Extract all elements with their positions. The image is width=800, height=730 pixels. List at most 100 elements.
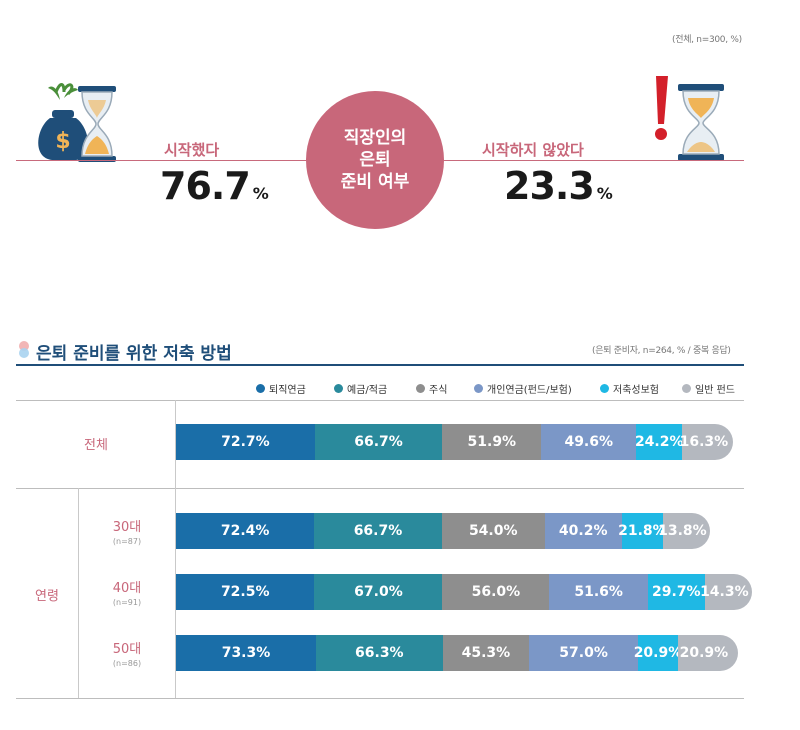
- not-started-number: 23.3: [504, 164, 595, 208]
- legend-dot: [256, 384, 265, 393]
- center-circle: 직장인의 은퇴 준비 여부: [306, 91, 444, 229]
- bar-50s-retirement-pension: 73.3%: [176, 635, 316, 671]
- bar-40s-retirement-pension: 72.5%: [176, 574, 315, 610]
- bar-value-label: 72.4%: [220, 523, 270, 539]
- legend-dot: [474, 384, 483, 393]
- row-label-50s: 50대 (n=86): [80, 638, 174, 668]
- bar-value-label: 72.7%: [221, 434, 270, 450]
- started-number: 76.7: [160, 164, 251, 208]
- started-label: 시작했다: [164, 141, 220, 159]
- row-label-total: 전체: [84, 438, 108, 453]
- bar-value-label: 54.0%: [468, 523, 518, 539]
- legend-deposit: 예금/적금: [334, 381, 387, 396]
- table-top-line: [16, 400, 744, 401]
- bar-value-label: 51.6%: [574, 584, 623, 600]
- row-label-50s-text: 50대: [112, 642, 142, 657]
- right-divider: [444, 160, 744, 161]
- table-mid-line: [16, 488, 744, 489]
- row-label-40s-n: (n=91): [112, 598, 142, 607]
- bar-40s-deposit: 67.0%: [314, 574, 443, 610]
- bar-end-cap: [730, 574, 752, 610]
- bar-total-deposit: 66.7%: [314, 424, 443, 460]
- row-label-40s: 40대 (n=91): [80, 577, 174, 607]
- bar-40s-stock: 56.0%: [442, 574, 550, 610]
- bar-value-label: 67.0%: [354, 584, 403, 600]
- bar-total-retirement-pension: 72.7%: [176, 424, 315, 460]
- bar-value-label: 20.9%: [679, 645, 729, 661]
- legend-label: 저축성보험: [613, 385, 659, 396]
- legend-retirement-pension: 퇴직연금: [256, 381, 306, 396]
- section-bullet-icon: [19, 341, 29, 358]
- bar-50s-savings-insurance: 20.9%: [634, 635, 682, 671]
- row-label-40s-text: 40대: [112, 581, 142, 596]
- legend-label: 개인연금(펀드/보험): [487, 385, 572, 396]
- bar-total-stock: 51.9%: [442, 424, 542, 460]
- legend-stock: 주식: [416, 381, 447, 396]
- legend-label: 퇴직연금: [269, 385, 306, 396]
- bar-30s-personal-pension: 40.2%: [544, 513, 622, 549]
- legend-dot: [334, 384, 343, 393]
- bar-value-label: 45.3%: [461, 645, 511, 661]
- bar-value-label: 66.3%: [355, 645, 404, 661]
- table-axis-line: [175, 400, 176, 698]
- money-bag-hourglass-icon: $: [38, 83, 116, 162]
- bar-40s-personal-pension: 51.6%: [549, 574, 648, 610]
- bar-30s-retirement-pension: 72.4%: [176, 513, 315, 549]
- center-line-2: 은퇴: [359, 150, 391, 170]
- started-value: 76.7%: [160, 164, 269, 208]
- bar-50s-general-fund: 20.9%: [677, 635, 728, 671]
- bar-value-label: 24.2%: [634, 434, 684, 450]
- table-bottom-line: [16, 698, 744, 699]
- bar-end-cap: [711, 424, 734, 460]
- bar-end-cap: [715, 635, 738, 671]
- bar-value-label: 21.8%: [618, 523, 667, 539]
- row-label-30s-n: (n=87): [112, 537, 142, 546]
- started-unit: %: [252, 184, 269, 203]
- legend-dot: [600, 384, 609, 393]
- legend-label: 일반 펀드: [695, 385, 735, 396]
- bar-40s-savings-insurance: 29.7%: [647, 574, 705, 610]
- bar-total-savings-insurance: 24.2%: [634, 424, 684, 460]
- bar-end-cap: [687, 513, 710, 549]
- legend-label: 주식: [429, 385, 448, 396]
- bar-value-label: 14.3%: [700, 584, 749, 600]
- bar-30s-savings-insurance: 21.8%: [618, 513, 667, 549]
- top-note: (전체, n=300, %): [672, 35, 742, 45]
- bar-50s-stock: 45.3%: [442, 635, 530, 671]
- bar-value-label: 66.7%: [354, 434, 403, 450]
- legend-general-fund: 일반 펀드: [682, 381, 735, 396]
- age-group-divider: [78, 488, 79, 698]
- bar-value-label: 20.9%: [633, 645, 683, 661]
- legend-dot: [416, 384, 425, 393]
- bar-value-label: 49.6%: [564, 434, 614, 450]
- row-label-30s-text: 30대: [112, 520, 142, 535]
- bar-50s-deposit: 66.3%: [316, 635, 443, 671]
- bar-value-label: 16.3%: [679, 434, 729, 450]
- exclamation-hourglass-icon: [655, 76, 724, 161]
- legend-dot: [682, 384, 691, 393]
- legend-personal-pension: 개인연금(펀드/보험): [474, 381, 572, 396]
- legend-savings-insurance: 저축성보험: [600, 381, 659, 396]
- bar-value-label: 66.7%: [353, 523, 403, 539]
- row-label-50s-n: (n=86): [112, 659, 142, 668]
- legend-label: 예금/적금: [347, 385, 388, 396]
- section-note: (은퇴 준비자, n=264, % / 중복 응답): [592, 346, 731, 356]
- bar-value-label: 73.3%: [221, 645, 271, 661]
- section-underline: [16, 364, 744, 366]
- row-label-age-group: 연령: [35, 589, 59, 604]
- section-title: 은퇴 준비를 위한 저축 방법: [36, 344, 232, 364]
- bar-30s-stock: 54.0%: [441, 513, 545, 549]
- not-started-unit: %: [596, 184, 613, 203]
- bar-value-label: 13.8%: [658, 523, 707, 539]
- bar-30s-deposit: 66.7%: [314, 513, 442, 549]
- bar-value-label: 51.9%: [467, 434, 517, 450]
- not-started-value: 23.3%: [504, 164, 613, 208]
- center-line-1: 직장인의: [343, 128, 407, 148]
- bar-40s-general-fund: 14.3%: [700, 574, 749, 610]
- bar-value-label: 29.7%: [652, 584, 701, 600]
- row-label-30s: 30대 (n=87): [80, 516, 174, 546]
- bar-50s-personal-pension: 57.0%: [529, 635, 639, 671]
- bar-value-label: 57.0%: [559, 645, 608, 661]
- left-divider: [16, 160, 306, 161]
- bar-30s-general-fund: 13.8%: [658, 513, 707, 549]
